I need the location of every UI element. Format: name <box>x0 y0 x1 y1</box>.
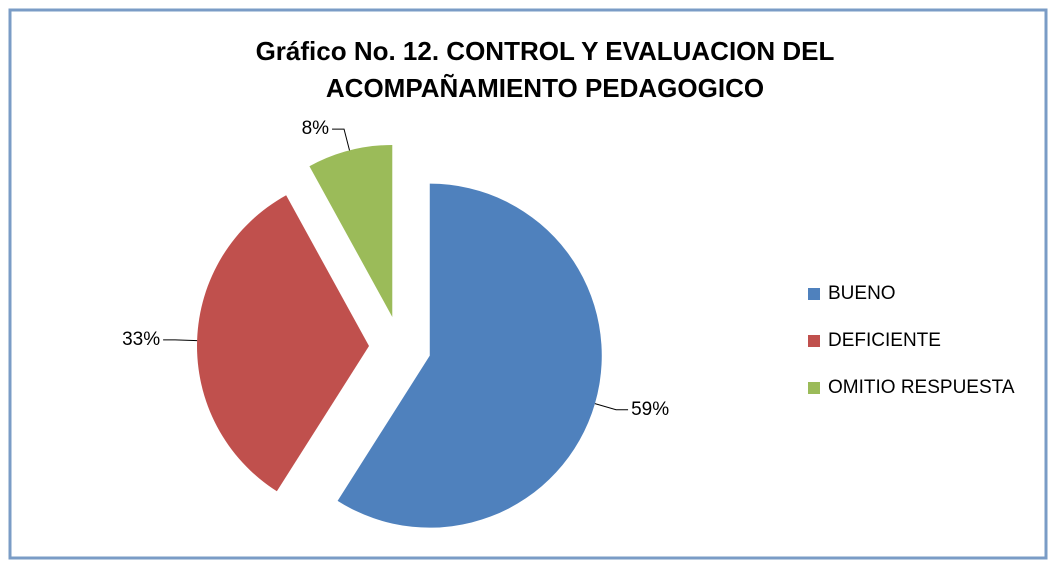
legend-label: OMITIO RESPUESTA <box>828 377 1015 398</box>
chart-title: Gráfico No. 12. CONTROL Y EVALUACION DEL <box>256 36 835 66</box>
pie-slice <box>309 144 393 317</box>
leader-line <box>332 128 351 151</box>
data-label: 59% <box>631 399 669 420</box>
legend-swatch <box>808 288 820 300</box>
leader-line <box>163 339 198 342</box>
pie-slice <box>197 195 370 492</box>
legend-swatch <box>808 382 820 394</box>
legend-label: BUENO <box>828 283 896 304</box>
leader-line <box>594 403 629 411</box>
data-label: 8% <box>302 118 330 139</box>
legend-label: DEFICIENTE <box>828 330 941 351</box>
data-label: 33% <box>122 329 160 350</box>
chart-title: ACOMPAÑAMIENTO PEDAGOGICO <box>326 73 764 103</box>
pie-slice <box>337 183 602 528</box>
legend-swatch <box>808 335 820 347</box>
